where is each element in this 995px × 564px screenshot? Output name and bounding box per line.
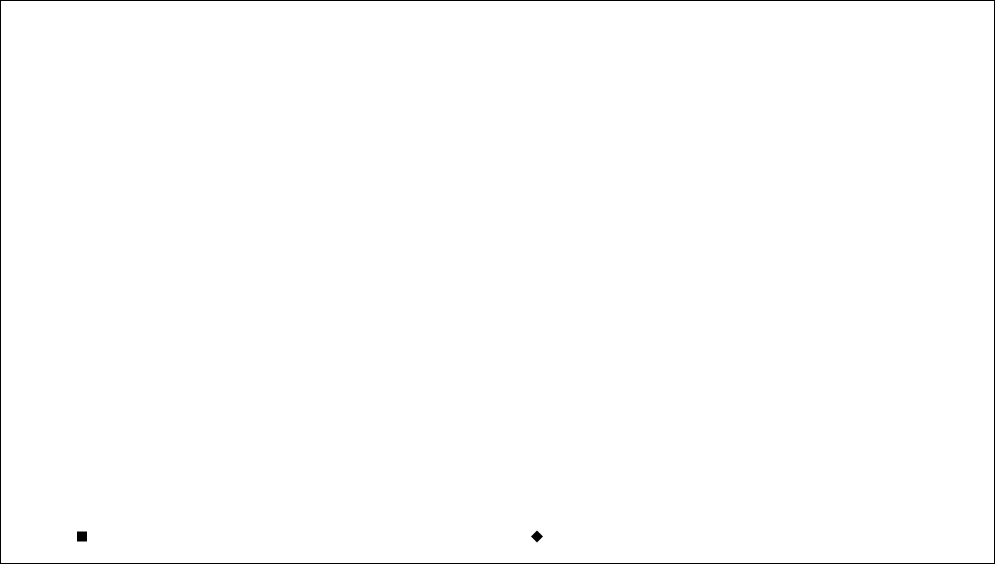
legend-square	[77, 531, 87, 542]
legend-marker-square-icon	[77, 531, 87, 542]
legend-diamond	[531, 530, 543, 543]
legend-item-odebranej	[58, 530, 111, 543]
legend-marker-diamond-icon	[531, 530, 543, 543]
legend-item-dostarczonej	[513, 530, 566, 543]
